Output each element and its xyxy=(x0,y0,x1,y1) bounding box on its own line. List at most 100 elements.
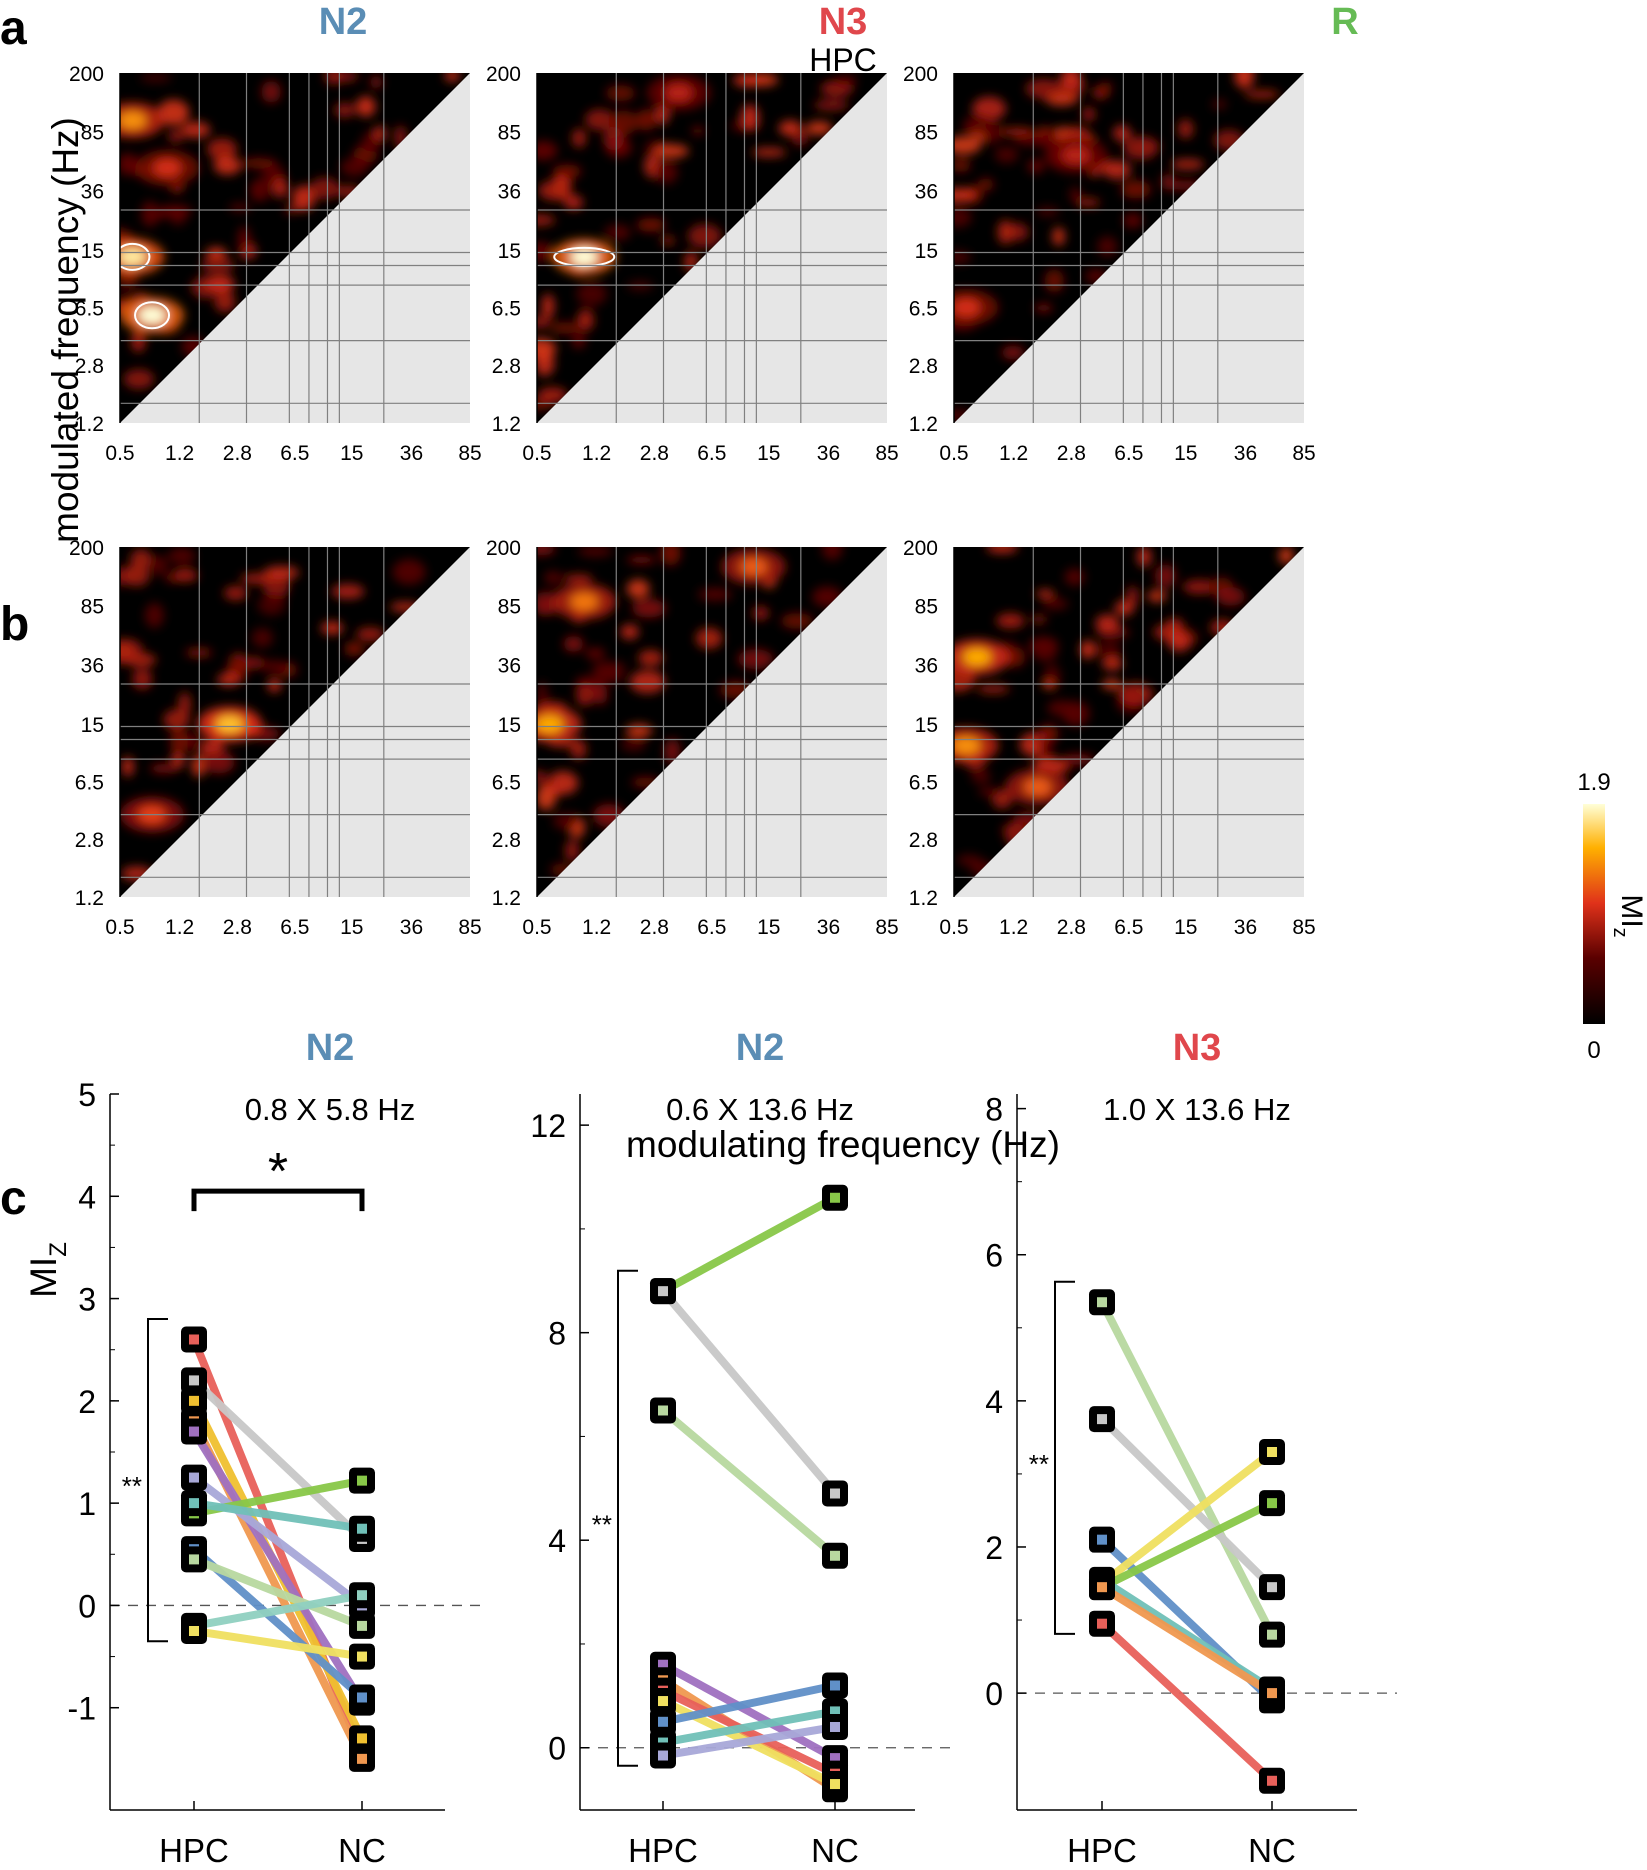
heatmap-cell xyxy=(655,160,678,184)
heatmap-cell xyxy=(1069,186,1082,203)
x-tick-label: 15 xyxy=(1174,916,1197,939)
x-tick-label: 6.5 xyxy=(280,916,309,939)
heatmap-hotspot xyxy=(215,715,244,734)
heatmap-cell xyxy=(1123,212,1143,229)
y-tick-label: 15 xyxy=(498,714,521,737)
heatmap-cell xyxy=(695,627,723,649)
heatmap-cell xyxy=(1244,90,1280,99)
heatmap-cell xyxy=(620,738,647,752)
heatmap-cell xyxy=(986,547,1018,554)
data-point-fill xyxy=(830,1721,840,1732)
heatmap-cell xyxy=(237,226,251,252)
heatmap-cell xyxy=(178,691,192,717)
y-tick-label: 1.2 xyxy=(75,887,104,910)
heatmap-cell xyxy=(564,194,584,210)
heatmap-cell xyxy=(954,136,982,155)
category-label: NC xyxy=(811,1832,859,1869)
heatmap-cell xyxy=(1035,206,1060,217)
heatmap-cell xyxy=(697,587,733,602)
heatmap-cell xyxy=(585,109,614,131)
y-tick-label: 200 xyxy=(486,63,521,86)
x-tick-label: 1.2 xyxy=(165,916,194,939)
pair-line xyxy=(190,1627,366,1661)
heatmap-cell xyxy=(329,73,359,82)
data-point-fill xyxy=(1097,1297,1107,1308)
y-tick-label: 6.5 xyxy=(909,297,938,320)
y-tick-label: 200 xyxy=(486,537,521,560)
y-tick-label: 2.8 xyxy=(492,829,521,852)
heatmap-cell xyxy=(205,247,227,260)
x-tick-label: 6.5 xyxy=(1114,442,1143,465)
heatmap-hotspot xyxy=(954,298,981,317)
x-tick-label: 36 xyxy=(1234,442,1257,465)
y-tick-label: 85 xyxy=(498,596,521,619)
scatter-y-tick-label: 8 xyxy=(985,1092,1003,1128)
y-tick-label: 15 xyxy=(81,714,104,737)
x-tick-label: 0.5 xyxy=(522,442,551,465)
heatmap-cell xyxy=(547,771,579,795)
heatmap-cell xyxy=(123,369,155,390)
heatmap-hotspot xyxy=(1062,146,1091,165)
y-tick-label: 200 xyxy=(69,63,104,86)
pair-line xyxy=(659,1287,839,1498)
heatmap-cell xyxy=(1167,631,1191,652)
heatmap-cell xyxy=(292,185,315,212)
y-tick-label: 15 xyxy=(915,714,938,737)
significance-contour xyxy=(134,301,171,330)
heatmap-cell xyxy=(149,763,178,774)
stage-title-n2: N2 xyxy=(319,1,368,43)
scatter-y-tick-label: 4 xyxy=(548,1523,566,1559)
heatmap-cell xyxy=(780,613,814,629)
data-point-fill xyxy=(189,1426,199,1437)
pair-line xyxy=(1098,1448,1276,1588)
stage-title-n3: N3 xyxy=(819,1,868,43)
data-point-fill xyxy=(189,1554,199,1565)
heatmap-cell xyxy=(537,604,556,614)
heatmap-cell xyxy=(537,338,557,360)
heatmap-cell xyxy=(168,547,196,565)
data-point-fill xyxy=(357,1523,367,1534)
y-tick-label: 36 xyxy=(81,654,104,677)
heatmap-cell xyxy=(1027,158,1045,174)
heatmap-cell xyxy=(537,682,549,708)
category-label: HPC xyxy=(1067,1832,1137,1869)
x-tick-label: 15 xyxy=(340,916,363,939)
heatmap-cell xyxy=(544,570,562,585)
y-tick-label: 2.8 xyxy=(75,355,104,378)
heatmap-cell xyxy=(585,647,606,660)
heatmap-cell xyxy=(834,75,858,85)
scatter-y-tick-label: 1 xyxy=(78,1486,96,1522)
x-tick-label: 85 xyxy=(458,442,481,465)
data-point-fill xyxy=(357,1651,367,1662)
heatmap-cell xyxy=(997,220,1014,245)
significance-contour xyxy=(120,242,151,271)
heatmap-cell xyxy=(1113,125,1132,142)
heatmap-hotspot xyxy=(153,158,182,177)
pair-line xyxy=(1098,1619,1276,1785)
panel-label-a: a xyxy=(0,2,27,55)
scatter-panel-2: N3 1.0 X 13.6 Hz 8 6 4 2 0 HPC NC ** xyxy=(985,1027,1397,1869)
heatmap-cell xyxy=(1036,589,1055,598)
heatmap-xlabel: modulating frequency (Hz) xyxy=(626,1124,1060,1165)
data-point-fill xyxy=(830,1753,840,1764)
x-tick-label: 2.8 xyxy=(223,916,252,939)
x-tick-label: 0.5 xyxy=(522,916,551,939)
y-tick-label: 2.8 xyxy=(75,829,104,852)
heatmap-cell xyxy=(620,624,640,640)
heatmap-cell xyxy=(592,661,627,673)
heatmap-cell xyxy=(216,673,241,687)
data-point-fill xyxy=(658,1716,668,1727)
heatmap-cell xyxy=(603,126,625,151)
heatmap-cell xyxy=(541,293,555,319)
scatter-subtitle: 0.8 X 5.8 Hz xyxy=(245,1092,416,1127)
heatmap-cell xyxy=(805,121,833,135)
heatmap-cell xyxy=(1171,159,1205,170)
heatmap-cell xyxy=(994,146,1019,164)
heatmap-cell xyxy=(1216,586,1246,606)
heatmap-cell xyxy=(593,683,608,705)
heatmap-cell xyxy=(249,178,271,202)
heatmap-cell xyxy=(310,177,340,200)
data-point-fill xyxy=(830,1706,840,1717)
heatmap-cell xyxy=(240,573,275,584)
